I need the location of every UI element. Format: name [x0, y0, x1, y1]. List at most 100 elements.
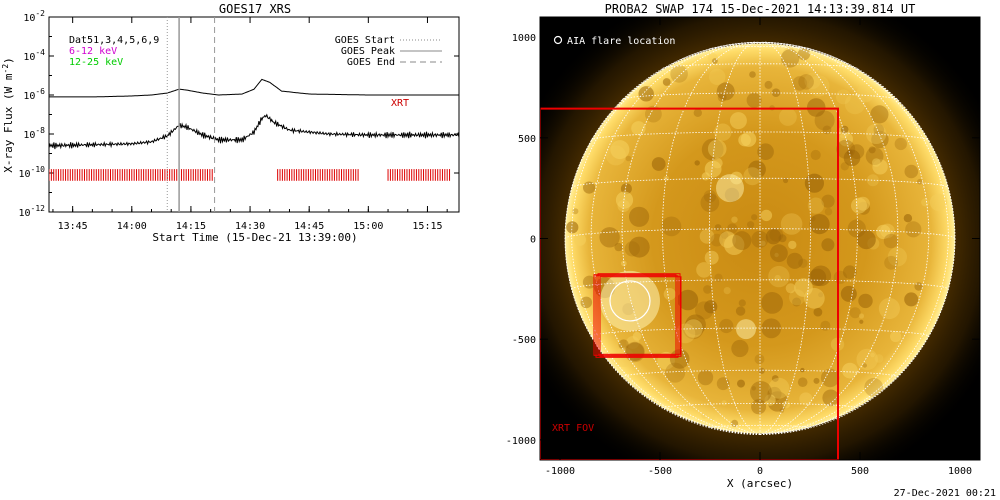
- bright-region: [838, 132, 854, 147]
- grid-parallel: [621, 92, 899, 101]
- dark-region: [746, 92, 762, 108]
- legend-circle-icon: [553, 35, 563, 45]
- dark-region: [770, 244, 788, 263]
- dark-region: [721, 231, 729, 239]
- dark-region: [620, 183, 632, 195]
- dark-region: [905, 221, 922, 238]
- dark-region: [814, 110, 835, 131]
- dark-region: [750, 381, 772, 403]
- grid-parallel: [621, 369, 899, 378]
- dark-region: [694, 160, 700, 166]
- dark-region: [870, 105, 889, 124]
- legend-left-1: 6-12 keV: [69, 46, 117, 57]
- dark-region: [735, 306, 746, 316]
- bright-region: [872, 158, 881, 167]
- bright-region: [878, 297, 901, 320]
- grid-meridian: [759, 42, 930, 435]
- bright-region: [712, 157, 723, 169]
- y-tick-label: 10-6: [23, 87, 45, 102]
- dark-region: [703, 285, 712, 294]
- dark-region: [780, 49, 800, 68]
- xrt-boxes: [540, 107, 839, 460]
- legend-right: GOES Start GOES Peak GOES End: [335, 35, 442, 68]
- dark-region: [693, 108, 702, 118]
- bright-region: [804, 72, 821, 90]
- dark-region: [748, 160, 766, 179]
- dark-region: [737, 379, 745, 388]
- dark-region: [580, 296, 593, 309]
- bright-region: [799, 392, 813, 406]
- grid-meridian: [590, 42, 761, 435]
- dark-region: [651, 157, 666, 171]
- dark-region: [808, 268, 827, 286]
- legend-goes-start: GOES Start: [335, 35, 395, 46]
- dark-region: [864, 378, 884, 397]
- dark-region: [714, 273, 723, 282]
- dark-region: [822, 125, 832, 135]
- xrt-pointing-box: [595, 275, 679, 358]
- goes-x-axis: 13:45 14:00 14:15 14:30 14:45 15:00 15:15: [52, 17, 448, 232]
- dark-region: [821, 194, 835, 208]
- dark-region: [846, 149, 853, 156]
- dark-region: [665, 362, 686, 383]
- grid-parallel: [709, 46, 811, 50]
- aia-flare-circle: [609, 280, 651, 322]
- dark-region: [809, 214, 830, 235]
- bright-region: [760, 209, 773, 222]
- grid-parallel: [590, 131, 930, 141]
- bright-region: [723, 287, 731, 295]
- bright-region: [785, 283, 796, 294]
- dark-region: [806, 98, 826, 117]
- dark-region: [765, 229, 782, 245]
- dark-region: [661, 216, 682, 237]
- dark-region: [769, 228, 784, 242]
- x-tick-label: 14:00: [117, 221, 147, 232]
- dark-region: [731, 339, 749, 358]
- dark-region: [820, 320, 831, 331]
- dark-region: [836, 139, 856, 159]
- goes-xrs-chart: GOES17 XRS 10-2 10-4 10-6 10-8 10-10 10-12 13…: [1, 2, 460, 244]
- goes-event-lines: [166, 17, 216, 212]
- swap-solar-image: PROBA2 SWAP 174 15-Dec-2021 14:13:39.814…: [506, 2, 996, 499]
- dark-region: [714, 224, 722, 231]
- dark-region: [871, 130, 889, 149]
- goes-xlabel: Start Time (15-Dec-21 13:39:00): [152, 231, 357, 244]
- grid-parallel: [564, 228, 956, 239]
- x-tick-label: 14:30: [235, 221, 265, 232]
- dark-region: [717, 92, 727, 102]
- grid-limb: [564, 43, 956, 434]
- y-tick-label: 10-8: [23, 126, 45, 141]
- xrt-annotation: XRT: [391, 98, 409, 109]
- dark-region: [618, 339, 629, 350]
- dark-region: [797, 377, 808, 388]
- dark-region: [747, 221, 755, 229]
- dark-region: [840, 285, 857, 302]
- bright-region: [929, 193, 948, 211]
- dark-region: [614, 242, 623, 252]
- active-region-glow: [600, 270, 660, 331]
- goes-ylabel: X-ray Flux (W m-2): [1, 57, 15, 173]
- bright-region: [851, 197, 867, 214]
- dark-region: [771, 375, 779, 382]
- bright-region: [842, 362, 858, 379]
- grid-parallel: [590, 327, 930, 337]
- goes-series-group: [49, 78, 459, 150]
- bright-region: [780, 213, 803, 235]
- footer-date: 27-Dec-2021 00:21: [894, 488, 996, 499]
- dark-region: [628, 236, 650, 258]
- dark-region: [662, 78, 671, 86]
- y-tick-label: 0: [530, 235, 536, 246]
- dark-region: [856, 230, 876, 250]
- dark-region: [719, 318, 734, 334]
- dark-region: [629, 206, 650, 227]
- bright-region: [704, 250, 719, 265]
- bright-region: [876, 224, 891, 240]
- bright-region: [707, 139, 727, 159]
- y-tick-label: 500: [518, 134, 536, 145]
- dark-region: [798, 258, 808, 268]
- dark-region: [868, 146, 876, 154]
- dark-region: [704, 300, 718, 314]
- bright-region: [738, 133, 751, 147]
- dark-region: [820, 368, 840, 388]
- bright-region: [709, 68, 726, 86]
